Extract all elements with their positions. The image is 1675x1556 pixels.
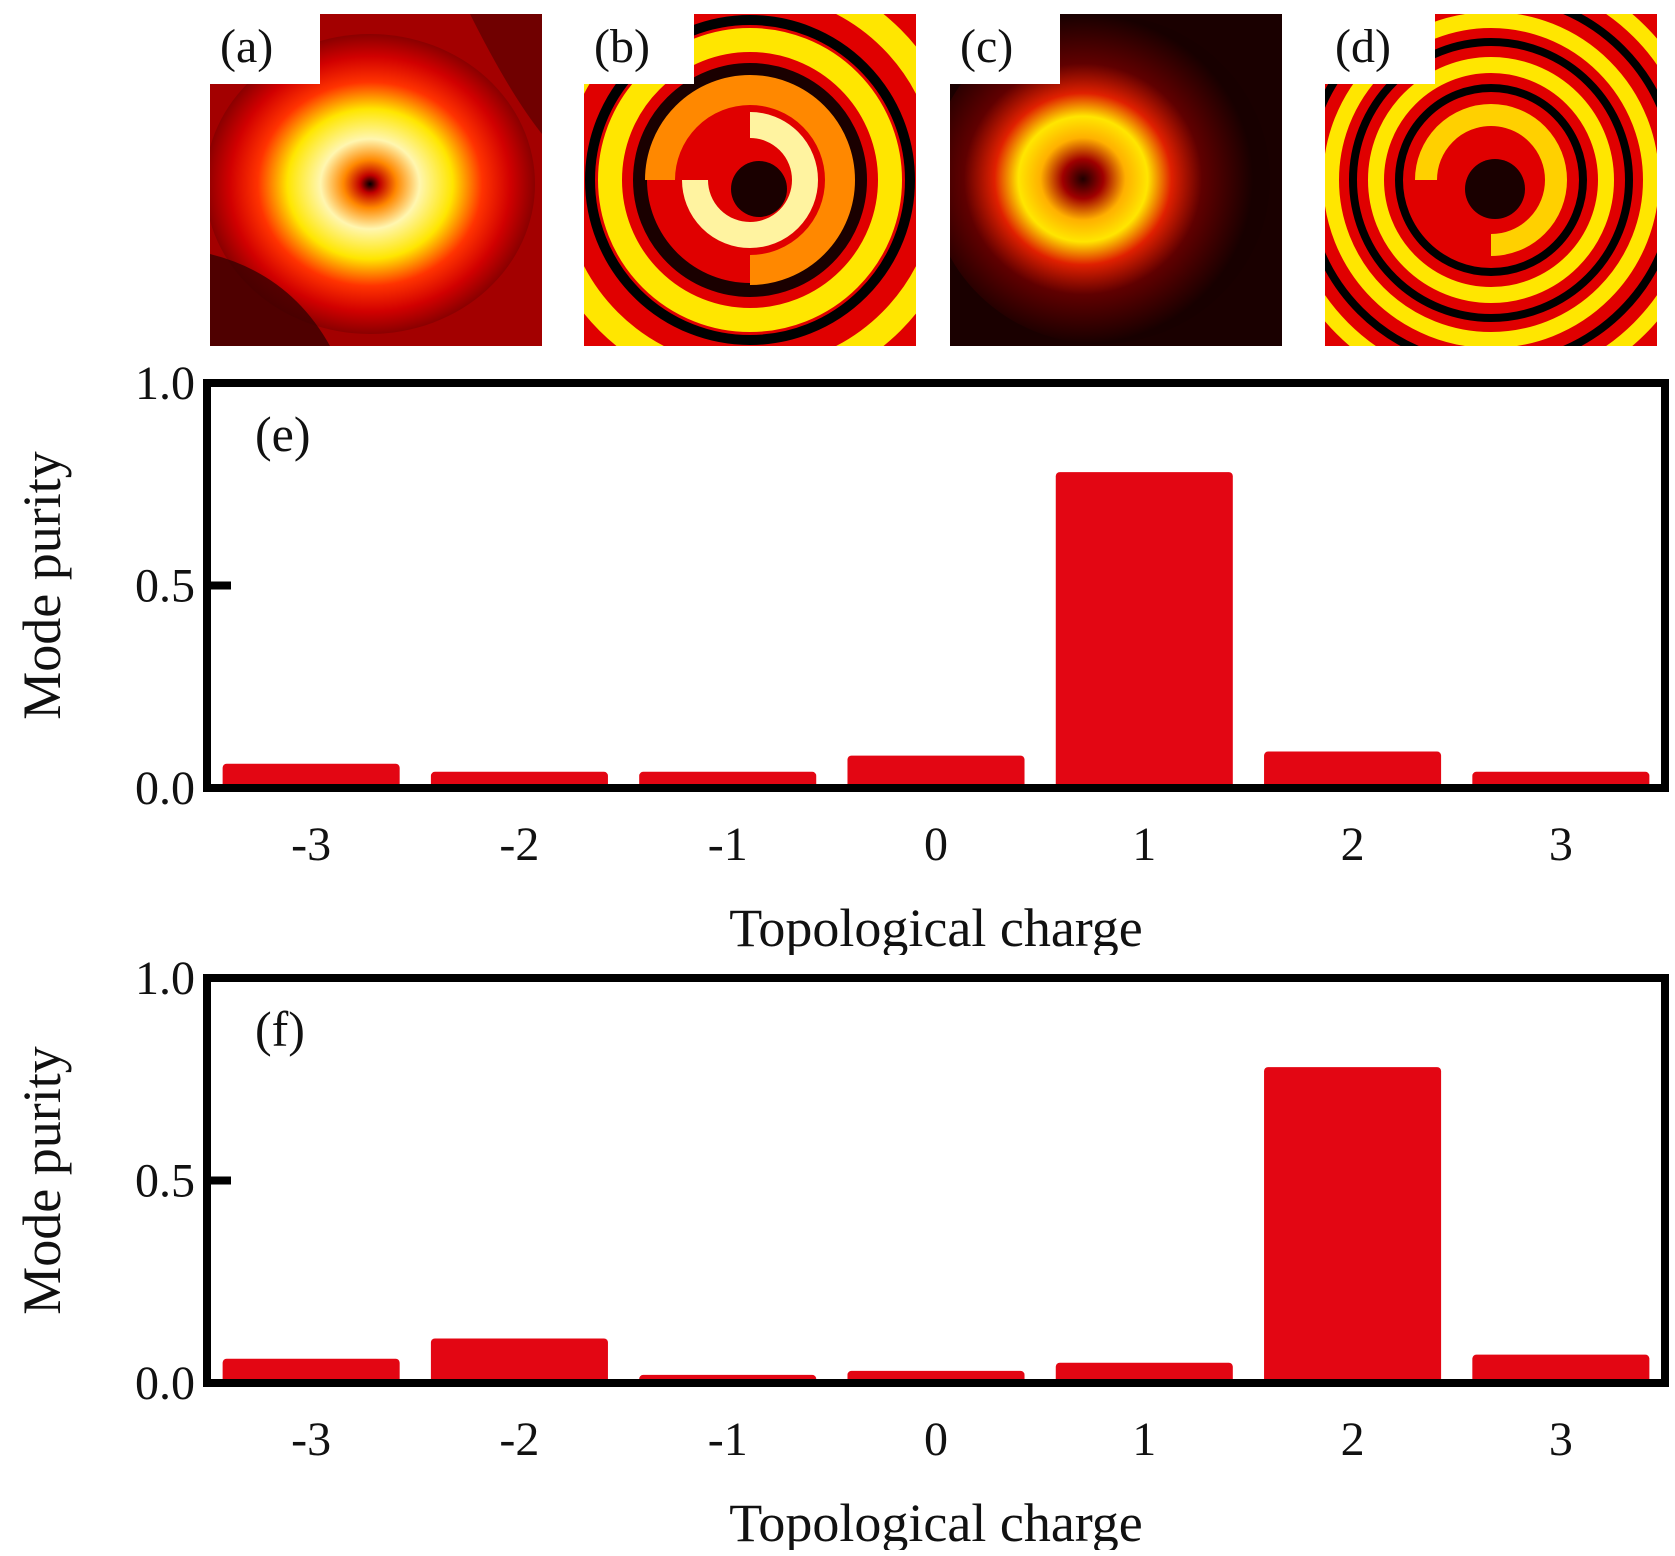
chart-e-xtick-label-1: -2 [499, 818, 539, 871]
chart-f-ytick-label-1: 0.5 [135, 1155, 195, 1208]
chart-e-panel-label: (e) [255, 406, 311, 462]
panel-b-phase-image: (b) [584, 14, 916, 346]
chart-f-xtick-label-1: -2 [499, 1413, 539, 1466]
chart-f-bar-5 [1264, 1067, 1442, 1383]
chart-f-xtick-label-3: 0 [924, 1413, 948, 1466]
panel-label-c: (c) [950, 14, 1060, 84]
panel-label-b: (b) [584, 14, 694, 84]
chart-e-xlabel: Topological charge [729, 898, 1143, 955]
chart-e-xtick-label-6: 3 [1549, 818, 1573, 871]
chart-e-xtick-label-4: 1 [1132, 818, 1156, 871]
chart-f-plot-frame [203, 974, 1669, 1387]
panel-label-d: (d) [1325, 14, 1435, 84]
chart-f-xtick-label-5: 2 [1341, 1413, 1365, 1466]
chart-f-bar-6 [1472, 1354, 1650, 1383]
chart-e-bar-0 [222, 763, 400, 788]
chart-e-bar-5 [1264, 751, 1442, 788]
intensity-image-a [210, 14, 542, 346]
chart-f-ytick-label-0: 0.0 [135, 1357, 195, 1410]
panel-label-a: (a) [210, 14, 320, 84]
chart-f-bar-1 [430, 1338, 608, 1383]
chart-e-bar-1 [430, 771, 608, 788]
chart-e-xtick-label-0: -3 [291, 818, 331, 871]
chart-e-bar-3 [847, 755, 1025, 788]
chart-f-xtick-label-0: -3 [291, 1413, 331, 1466]
chart-f-xtick-label-2: -1 [708, 1413, 748, 1466]
chart-e-ylabel: Mode purity [12, 451, 72, 719]
chart-e-xtick-label-2: -1 [708, 818, 748, 871]
chart-f-xlabel: Topological charge [729, 1493, 1143, 1550]
bar-chart-f: 0.0 0.5 1.0 -3 -2 -1 0 1 2 3 Topological charge Mod… [12, 955, 1669, 1550]
chart-e-ytick-label-0: 0.0 [135, 762, 195, 815]
chart-f-ytick-label-2: 1.0 [135, 955, 195, 1005]
chart-f-bar-4 [1055, 1362, 1233, 1383]
chart-e-plot-frame [203, 379, 1669, 792]
mode-images-row: (a) (b) [0, 0, 1675, 360]
phase-image-b [584, 14, 916, 346]
chart-e-ytick-label-2: 1.0 [135, 360, 195, 410]
chart-e-xtick-label-3: 0 [924, 818, 948, 871]
panel-d-phase-image: (d) [1325, 14, 1657, 346]
panel-c-intensity-image: (c) [950, 14, 1282, 346]
chart-e-bar-6 [1472, 771, 1650, 788]
panel-a-intensity-image: (a) [210, 14, 542, 346]
chart-f-xtick-label-6: 3 [1549, 1413, 1573, 1466]
chart-f-xtick-label-4: 1 [1132, 1413, 1156, 1466]
chart-f-bar-0 [222, 1358, 400, 1383]
chart-e-xtick-label-5: 2 [1341, 818, 1365, 871]
chart-f-panel-label: (f) [255, 1001, 305, 1057]
bar-chart-e: 0.0 0.5 1.0 -3 -2 -1 0 1 2 3 Topological charge Mod… [12, 360, 1669, 955]
chart-f-ylabel: Mode purity [12, 1046, 72, 1314]
chart-e-bar-2 [639, 771, 817, 788]
chart-e-ytick-label-1: 0.5 [135, 560, 195, 613]
chart-e-bar-4 [1055, 472, 1233, 788]
